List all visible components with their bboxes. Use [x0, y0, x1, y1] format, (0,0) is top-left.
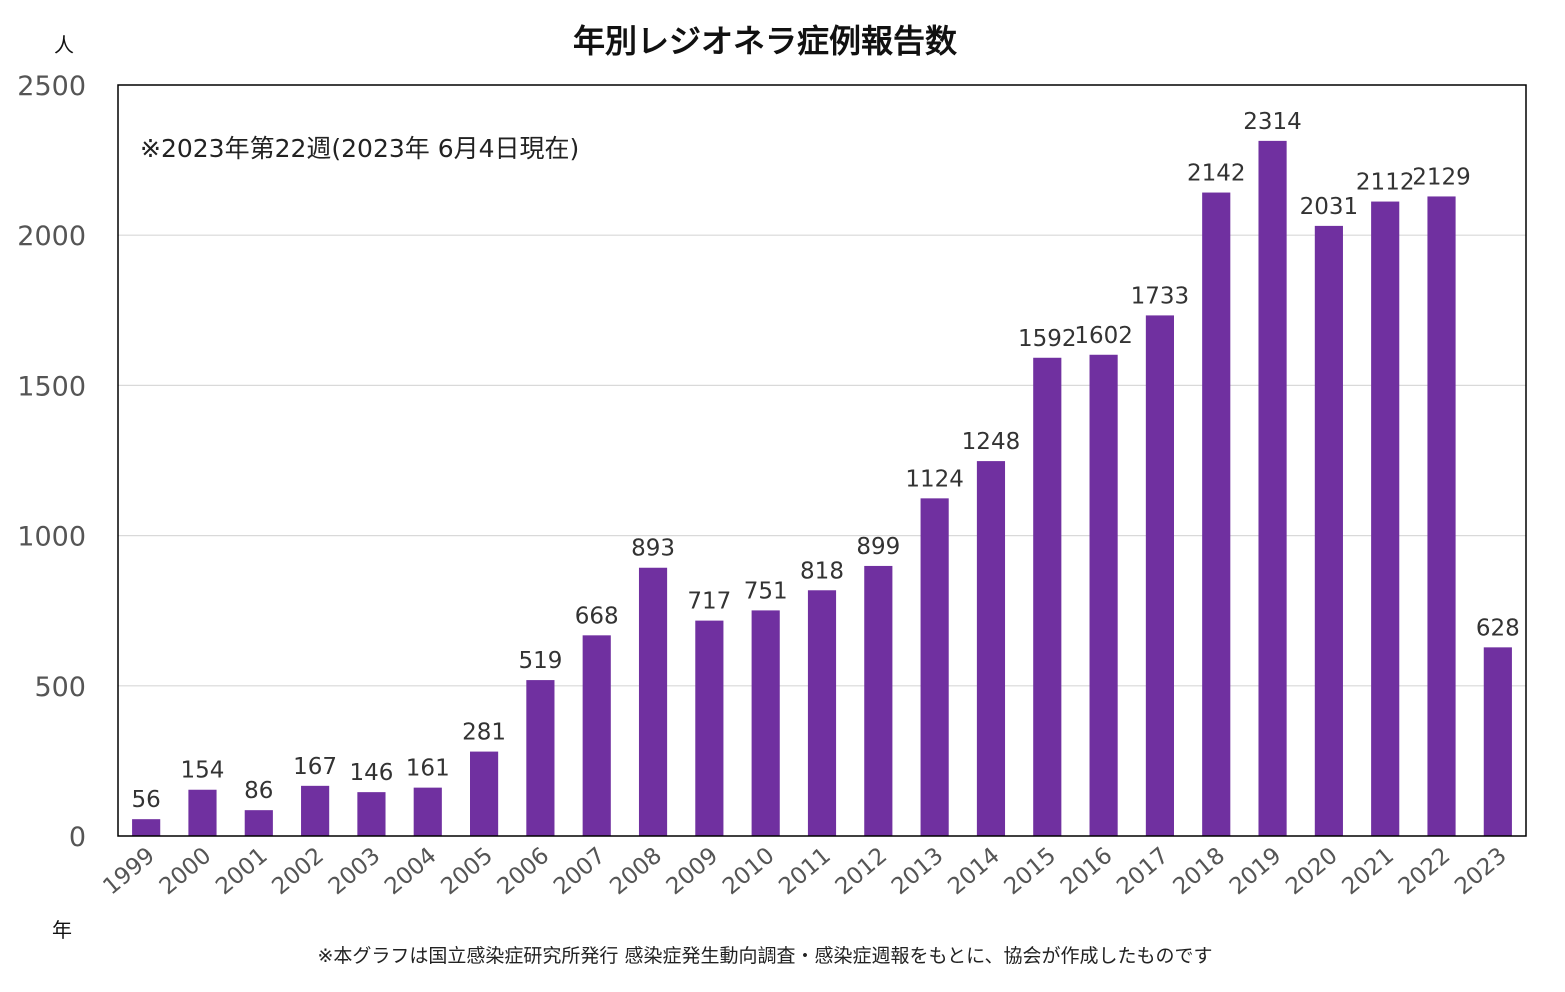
data-label: 668 — [575, 603, 619, 629]
x-tick-label: 2020 — [1281, 843, 1343, 901]
data-label: 281 — [462, 720, 506, 746]
bar — [1427, 196, 1456, 837]
x-tick-label: 2015 — [1000, 843, 1062, 901]
x-tick-label: 2014 — [943, 843, 1005, 901]
data-label: 2142 — [1187, 161, 1246, 187]
data-label: 751 — [744, 578, 788, 604]
x-tick-label: 2001 — [211, 843, 273, 901]
x-tick-label: 2021 — [1337, 843, 1399, 901]
x-tick-label: 2004 — [380, 843, 442, 901]
y-axis-ticks: 0 500 1000 1500 2000 2500 — [17, 71, 86, 853]
x-tick-label: 2023 — [1450, 843, 1512, 901]
x-tick-label: 2012 — [831, 843, 893, 901]
x-tick-label: 2009 — [662, 843, 724, 901]
x-tick-label: 2018 — [1169, 843, 1231, 901]
bar — [864, 565, 893, 836]
bar — [920, 498, 949, 836]
y-tick-label: 1000 — [17, 522, 86, 553]
bar — [413, 787, 442, 836]
data-label: 1602 — [1074, 323, 1133, 349]
bar — [526, 680, 555, 836]
x-tick-label: 2003 — [324, 843, 386, 901]
bar — [695, 620, 724, 836]
bar — [1033, 357, 1062, 836]
data-label: 628 — [1476, 615, 1520, 641]
x-tick-label: 1999 — [98, 843, 160, 901]
data-label: 717 — [687, 589, 731, 615]
data-label: 2112 — [1356, 170, 1415, 196]
x-tick-label: 2005 — [436, 843, 498, 901]
bar — [1314, 225, 1343, 837]
data-label: 1592 — [1018, 326, 1077, 352]
bar — [301, 785, 330, 836]
x-tick-label: 2017 — [1112, 843, 1174, 901]
bar — [807, 590, 837, 836]
x-tick-label: 2016 — [1056, 843, 1118, 901]
y-tick-label: 2500 — [17, 71, 86, 102]
plot-area-frame — [117, 84, 1527, 837]
x-tick-label: 2002 — [267, 843, 329, 901]
data-label: 899 — [856, 534, 900, 560]
x-tick-label: 2022 — [1394, 843, 1456, 901]
data-label: 154 — [181, 758, 225, 784]
data-label: 893 — [631, 536, 675, 562]
data-label: 161 — [406, 756, 450, 782]
x-tick-label: 2019 — [1225, 843, 1287, 901]
x-tick-label: 2006 — [493, 843, 555, 901]
y-tick-label: 0 — [69, 822, 86, 853]
data-label: 818 — [800, 558, 844, 584]
x-tick-label: 2008 — [605, 843, 667, 901]
bar — [976, 461, 1006, 836]
y-axis-unit-label: 人 — [54, 33, 74, 57]
bar — [1089, 354, 1118, 836]
x-tick-label: 2010 — [718, 843, 780, 901]
bar — [751, 610, 780, 836]
x-axis-unit-label: 年 — [52, 918, 72, 942]
bars — [132, 140, 1512, 837]
bar — [582, 635, 611, 836]
bar — [1371, 201, 1400, 837]
bar — [1202, 192, 1231, 836]
x-tick-label: 2000 — [155, 843, 217, 901]
data-label: 2129 — [1412, 164, 1471, 190]
date-annotation: ※2023年第22週(2023年 6月4日現在) — [140, 134, 579, 163]
bar — [638, 567, 668, 836]
source-note: ※本グラフは国立感染症研究所発行 感染症発生動向調査・感染症週報をもとに、協会が… — [317, 945, 1212, 967]
data-label: 1733 — [1131, 283, 1190, 309]
data-label: 1248 — [962, 429, 1021, 455]
data-labels: 56 154 86 167 146 161 281 519 668 893 717 751 818 899… — [132, 109, 1520, 813]
x-tick-label: 2013 — [887, 843, 949, 901]
bar — [357, 792, 386, 836]
x-axis-ticks: 1999200020012002200320042005200620072008… — [98, 843, 1511, 901]
bar — [470, 751, 499, 836]
x-tick-label: 2007 — [549, 843, 611, 901]
data-label: 146 — [349, 760, 393, 786]
data-label: 2314 — [1243, 109, 1302, 135]
bar — [1145, 315, 1174, 836]
bar — [1258, 140, 1287, 837]
bar — [188, 789, 217, 836]
y-tick-label: 2000 — [17, 221, 86, 252]
data-label: 2031 — [1300, 194, 1359, 220]
chart-title: 年別レジオネラ症例報告数 — [573, 22, 958, 60]
y-tick-label: 500 — [34, 672, 86, 703]
bar — [244, 810, 273, 836]
bar — [1483, 647, 1512, 836]
data-label: 56 — [132, 787, 161, 813]
bar — [132, 819, 161, 836]
data-label: 167 — [293, 754, 337, 780]
data-label: 519 — [518, 648, 562, 674]
data-label: 86 — [244, 778, 273, 804]
y-tick-label: 1500 — [17, 371, 86, 402]
data-label: 1124 — [905, 466, 964, 492]
x-tick-label: 2011 — [774, 843, 836, 901]
